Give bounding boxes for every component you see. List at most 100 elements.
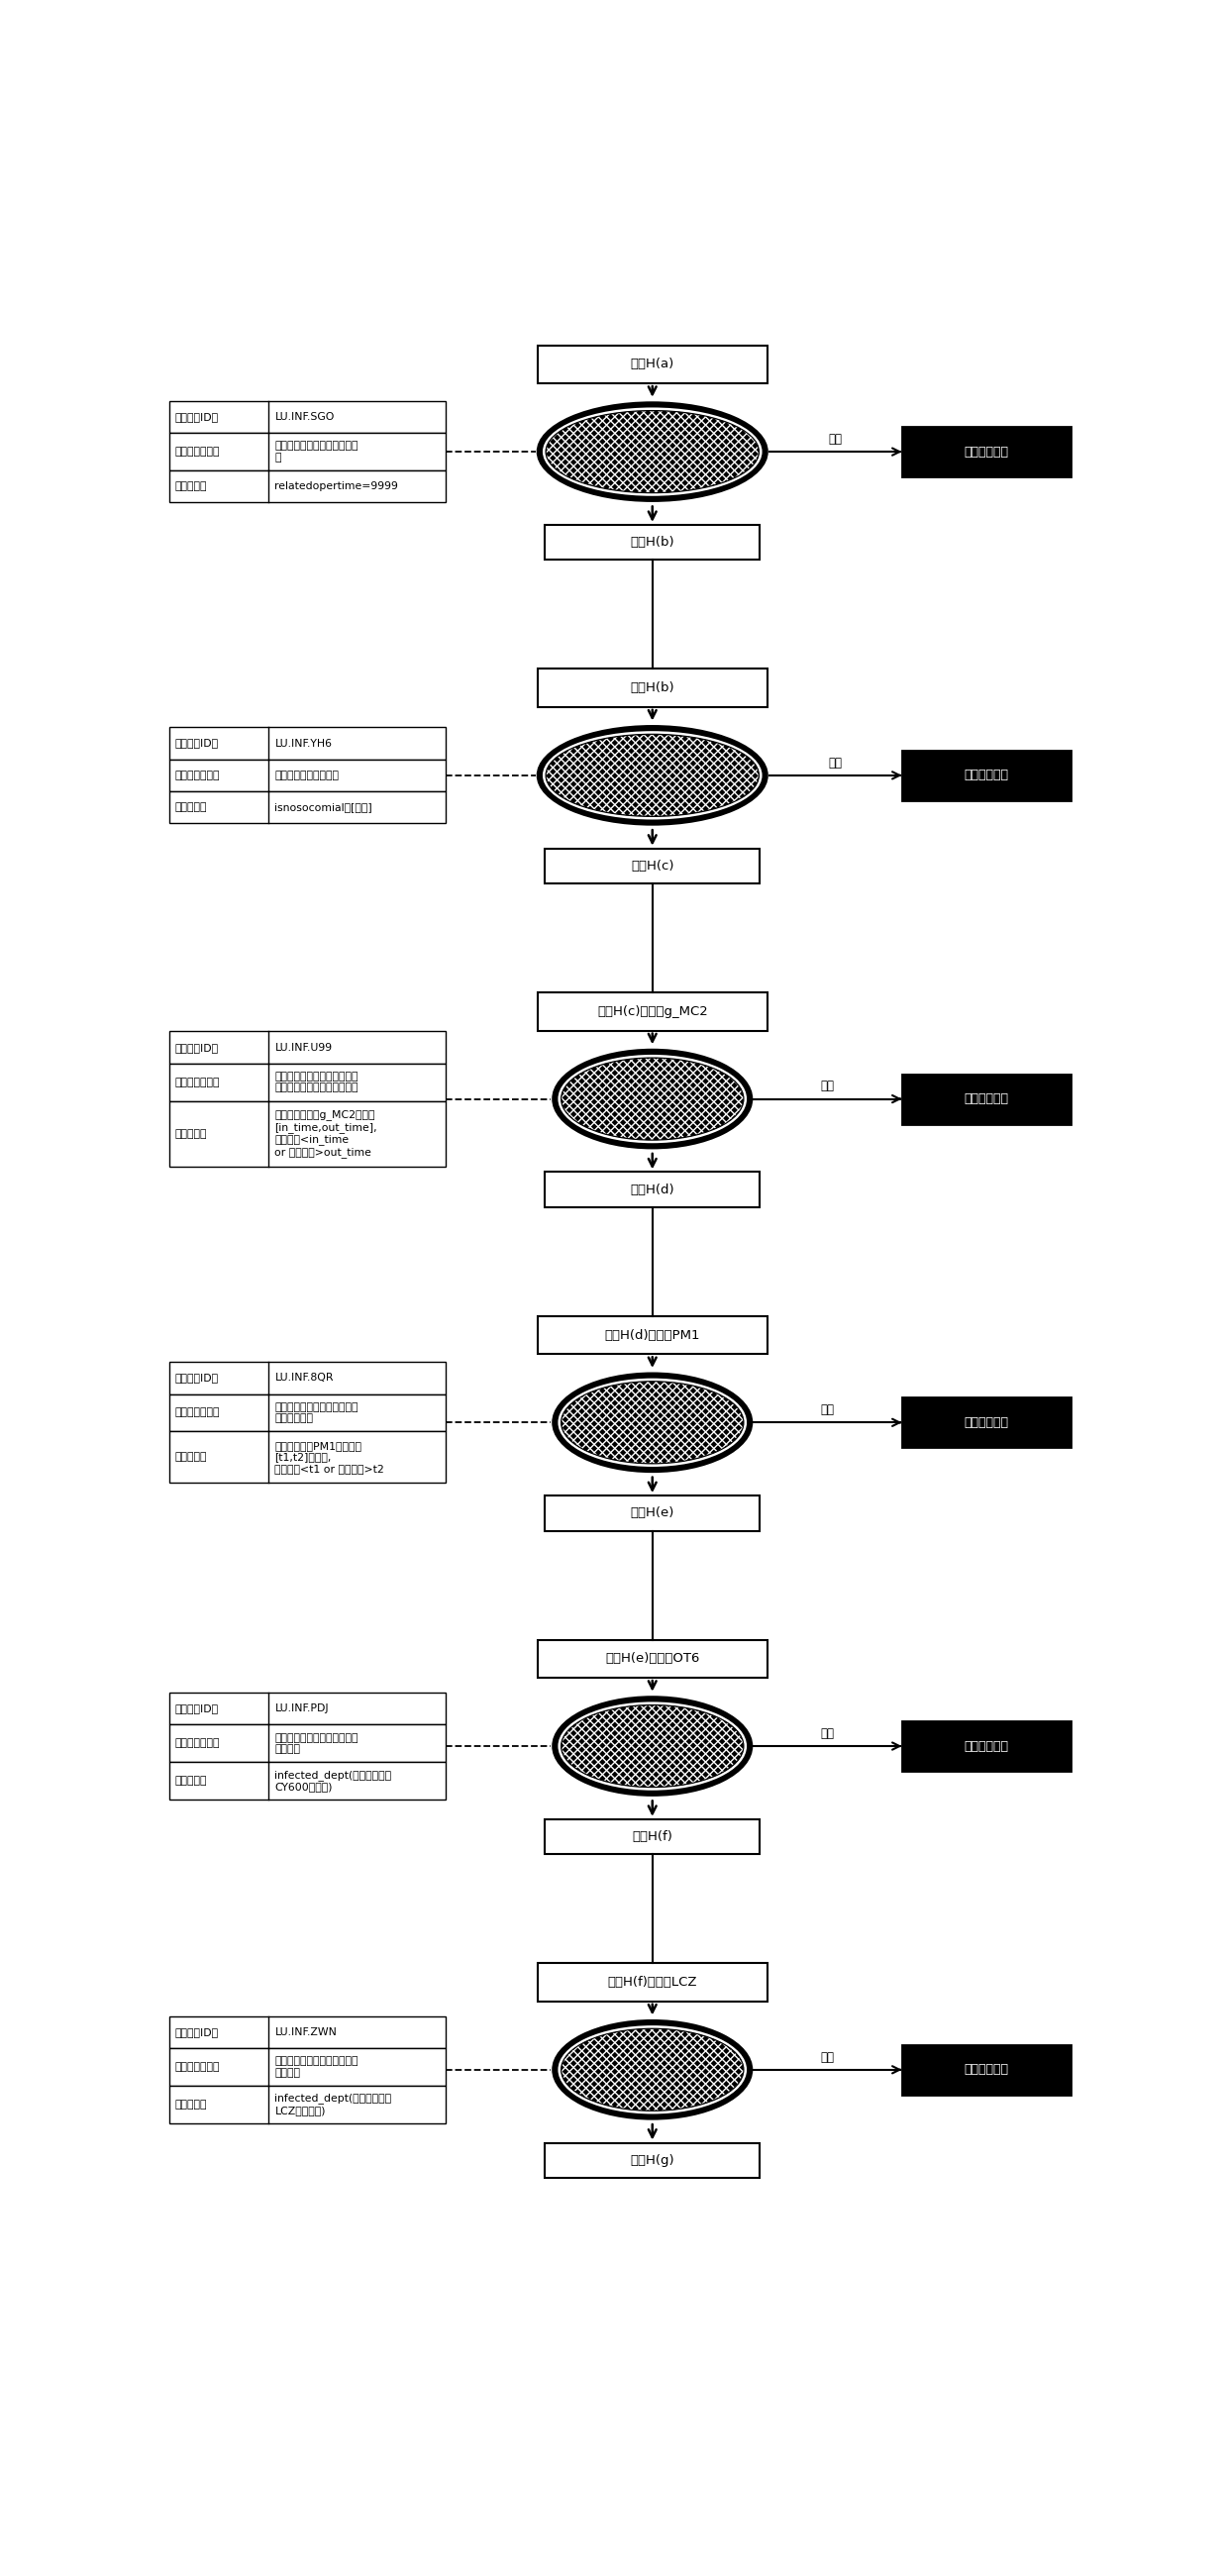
Text: 过滤社区感染诊断记录: 过滤社区感染诊断记录 [275,770,339,781]
Text: 逻辑单元ID：: 逻辑单元ID： [174,1043,219,1054]
Text: 过滤: 过滤 [829,757,842,770]
Text: LU.INF.YH6: LU.INF.YH6 [275,739,333,747]
Text: 逻辑条件：: 逻辑条件： [174,1775,208,1785]
Bar [169,2017,445,2048]
Bar [538,1641,768,1677]
Text: 输出H(c): 输出H(c) [631,860,674,873]
Text: 输出H(f): 输出H(f) [632,1832,673,1844]
Text: LU.INF.PDJ: LU.INF.PDJ [275,1703,329,1713]
Bar [169,726,445,760]
Bar [901,428,1071,477]
Bar [169,1762,445,1801]
Text: 逻辑单元ID：: 逻辑单元ID： [174,739,219,747]
Text: 被过滤的数据: 被过滤的数据 [964,1417,1008,1430]
Text: 逻辑条件：: 逻辑条件： [174,482,208,492]
Bar [169,2048,445,2087]
Bar [169,1030,445,1064]
Bar [538,670,768,706]
Bar [901,2045,1071,2094]
Bar [169,1726,445,1762]
Text: 输入H(f)、参数LCZ: 输入H(f)、参数LCZ [608,1976,698,1989]
Text: 过滤: 过滤 [820,1079,835,1092]
Bar [901,1074,1071,1123]
Text: relatedopertime=9999: relatedopertime=9999 [275,482,398,492]
Text: 被过滤的数据: 被过滤的数据 [964,2063,1008,2076]
Ellipse shape [537,402,769,502]
Text: 过滤当前数据：感染时间不在
本次住院期间的感染诊断记录: 过滤当前数据：感染时间不在 本次住院期间的感染诊断记录 [275,1072,359,1092]
Bar [545,1172,760,1208]
Text: LU.INF.SGO: LU.INF.SGO [275,412,334,422]
Text: 逻辑单元作用：: 逻辑单元作用： [174,770,220,781]
Text: 被过滤的数据: 被过滤的数据 [964,768,1008,781]
Bar [538,992,768,1030]
Bar [169,471,445,502]
Text: 逻辑单元作用：: 逻辑单元作用： [174,1077,220,1087]
Text: 逻辑条件：: 逻辑条件： [174,1453,208,1463]
Ellipse shape [558,2025,747,2115]
Text: infected_dept(住院科室参数
LCZ的参数值): infected_dept(住院科室参数 LCZ的参数值) [275,2094,392,2115]
Bar [169,1064,445,1100]
Ellipse shape [543,407,763,497]
Text: 输出H(g): 输出H(g) [630,2154,674,2166]
Text: 逻辑单元作用：: 逻辑单元作用： [174,446,220,456]
Text: 逻辑单元ID：: 逻辑单元ID： [174,1373,219,1383]
Bar [901,750,1071,801]
Ellipse shape [551,1048,753,1149]
Bar [169,1394,445,1432]
Text: isnosocomial等[院内]: isnosocomial等[院内] [275,801,372,811]
Ellipse shape [543,732,763,819]
Text: infected_dept(住院科室参数
CY600参数值): infected_dept(住院科室参数 CY600参数值) [275,1770,392,1793]
Bar [545,1819,760,1855]
Bar [538,345,768,384]
Text: 统计时间参数PM1参数值为
[t1,t2]的形式,
感染时间<t1 or 感染时间>t2: 统计时间参数PM1参数值为 [t1,t2]的形式, 感染时间<t1 or 感染时… [275,1440,384,1473]
Ellipse shape [537,724,769,827]
Bar [169,1692,445,1726]
Text: 输入H(e)、参数OT6: 输入H(e)、参数OT6 [605,1651,700,1664]
Text: 输出H(d): 输出H(d) [630,1182,674,1195]
Text: 输入H(b): 输入H(b) [630,683,674,696]
Text: 过滤绑定手术刀的感染诊断记
录: 过滤绑定手术刀的感染诊断记 录 [275,440,359,464]
Ellipse shape [561,1381,744,1463]
Text: 逻辑单元ID：: 逻辑单元ID： [174,1703,219,1713]
Bar [545,1497,760,1530]
Text: 逻辑条件：: 逻辑条件： [174,1128,208,1139]
Bar [538,1963,768,2002]
Bar [545,848,760,884]
Bar [169,433,445,471]
Bar [169,1363,445,1394]
Text: 逻辑条件：: 逻辑条件： [174,801,208,811]
Ellipse shape [558,1378,747,1466]
Text: LU.INF.8QR: LU.INF.8QR [275,1373,334,1383]
Text: 输入H(a): 输入H(a) [630,358,674,371]
Text: 过滤: 过滤 [820,1404,835,1417]
Bar [169,1100,445,1167]
Ellipse shape [561,1705,744,1788]
Ellipse shape [545,410,759,492]
Text: 过滤不在对应科室发生的感染
诊断记录: 过滤不在对应科室发生的感染 诊断记录 [275,2056,359,2079]
Text: 输入H(c)、参数g_MC2: 输入H(c)、参数g_MC2 [597,1005,707,1018]
Text: 过滤: 过滤 [820,1726,835,1739]
Text: 逻辑单元ID：: 逻辑单元ID： [174,2027,219,2038]
Text: 过滤: 过滤 [820,2050,835,2063]
Ellipse shape [561,2027,744,2110]
Bar [169,402,445,433]
Text: 输出H(b): 输出H(b) [630,536,674,549]
Text: 逻辑单元作用：: 逻辑单元作用： [174,1739,220,1749]
Bar [901,1721,1071,1770]
Text: 逻辑条件：: 逻辑条件： [174,2099,208,2110]
Text: 过滤不在统计时段范围内发的
感染诊断记录: 过滤不在统计时段范围内发的 感染诊断记录 [275,1401,359,1425]
Bar [901,1399,1071,1448]
Bar [545,2143,760,2177]
Text: 输出H(e): 输出H(e) [630,1507,674,1520]
Bar [169,760,445,791]
Text: 被过滤的数据: 被过滤的数据 [964,1739,1008,1752]
Text: 被过滤的数据: 被过滤的数据 [964,446,1008,459]
Bar [538,1316,768,1355]
Text: 逻辑单元作用：: 逻辑单元作用： [174,1409,220,1417]
Text: 逻辑单元ID：: 逻辑单元ID： [174,412,219,422]
Text: 过滤不在权限范围发生的感染
诊断记录: 过滤不在权限范围发生的感染 诊断记录 [275,1734,359,1754]
Bar [545,526,760,559]
Text: 过滤: 过滤 [829,433,842,446]
Text: 入出院时间参数g_MC2参数值
[in_time,out_time],
感染时间<in_time
or 感染时间>out_time: 入出院时间参数g_MC2参数值 [in_time,out_time], 感染时间… [275,1110,377,1157]
Ellipse shape [561,1059,744,1141]
